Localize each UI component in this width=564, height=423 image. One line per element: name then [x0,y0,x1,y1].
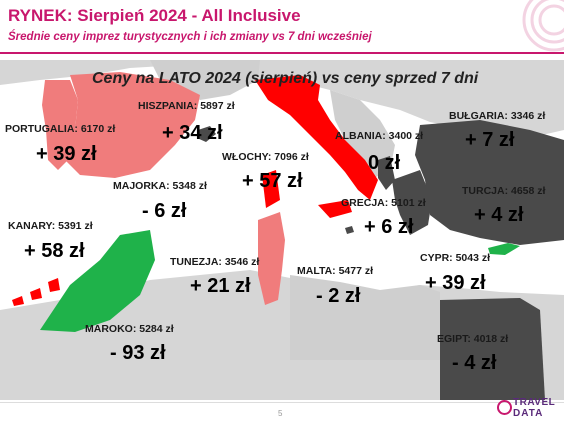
label-cypr: CYPR: 5043 zł [420,252,491,264]
logo-circle-icon [497,400,512,415]
label-portugalia: PORTUGALIA: 6170 zł [5,123,116,135]
country-grecja [392,170,432,235]
logo-line2: DATA [513,408,544,419]
label-turcja: TURCJA: 4658 zł [462,185,546,197]
label-majorka: MAJORKA: 5348 zł [113,180,207,192]
label-egipt: EGIPT: 4018 zł [437,333,509,345]
country-wlochy [255,75,378,200]
land-europe [0,60,564,140]
change-hiszpania: + 34 zł [162,122,223,144]
label-hiszpania: HISZPANIA: 5897 zł [138,100,235,112]
label-albania: ALBANIA: 3400 zł [335,130,424,142]
label-maroko: MAROKO: 5284 zł [85,323,174,335]
slide-header: RYNEK: Sierpień 2024 - All Inclusive Śre… [0,0,564,62]
slide-title: RYNEK: Sierpień 2024 - All Inclusive [8,6,301,25]
country-kanary [12,296,24,306]
header-divider [0,52,564,54]
country-bulgaria-turcja [415,120,564,245]
country-malta [345,226,354,234]
country-tunezja [258,212,285,305]
slide-subtitle: Średnie ceny imprez turystycznych i ich … [8,31,372,43]
logo-line1: TRAVEL [513,397,556,408]
page-number: 5 [278,409,283,418]
label-wlochy: WŁOCHY: 7096 zł [222,151,309,163]
country-portugalia [42,80,78,170]
label-bulgaria: BUŁGARIA: 3346 zł [449,110,546,122]
change-bulgaria: + 7 zł [465,129,515,151]
label-malta: MALTA: 5477 zł [297,265,374,277]
change-grecja: + 6 zł [364,216,414,238]
country-egipt [440,298,545,400]
label-tunezja: TUNEZJA: 3546 zł [170,256,260,268]
country-majorka [197,126,216,142]
country-hiszpania [65,72,200,178]
decorative-circles-icon [522,0,564,52]
change-maroko: - 93 zł [110,342,166,364]
map-title: Ceny na LATO 2024 (sierpień) vs ceny spr… [92,70,479,87]
country-maroko [40,230,155,332]
country-albania [378,156,395,190]
footer-divider [0,402,564,403]
label-kanary: KANARY: 5391 zł [8,220,93,232]
change-malta: - 2 zł [316,285,361,307]
change-kanary: + 58 zł [24,240,85,262]
change-majorka: - 6 zł [142,200,187,222]
change-portugalia: + 39 zł [36,143,97,165]
change-cypr: + 39 zł [425,272,486,294]
change-wlochy: + 57 zł [242,170,303,192]
change-tunezja: + 21 zł [190,275,251,297]
country-cypr [488,243,520,255]
change-turcja: + 4 zł [474,204,524,226]
change-egipt: - 4 zł [452,352,497,374]
change-albania: 0 zł [368,152,401,174]
mediterranean-map [0,60,564,400]
travel-data-logo: TRAVEL DATA [497,397,561,420]
label-grecja: GRECJA: 5101 zł [341,197,426,209]
